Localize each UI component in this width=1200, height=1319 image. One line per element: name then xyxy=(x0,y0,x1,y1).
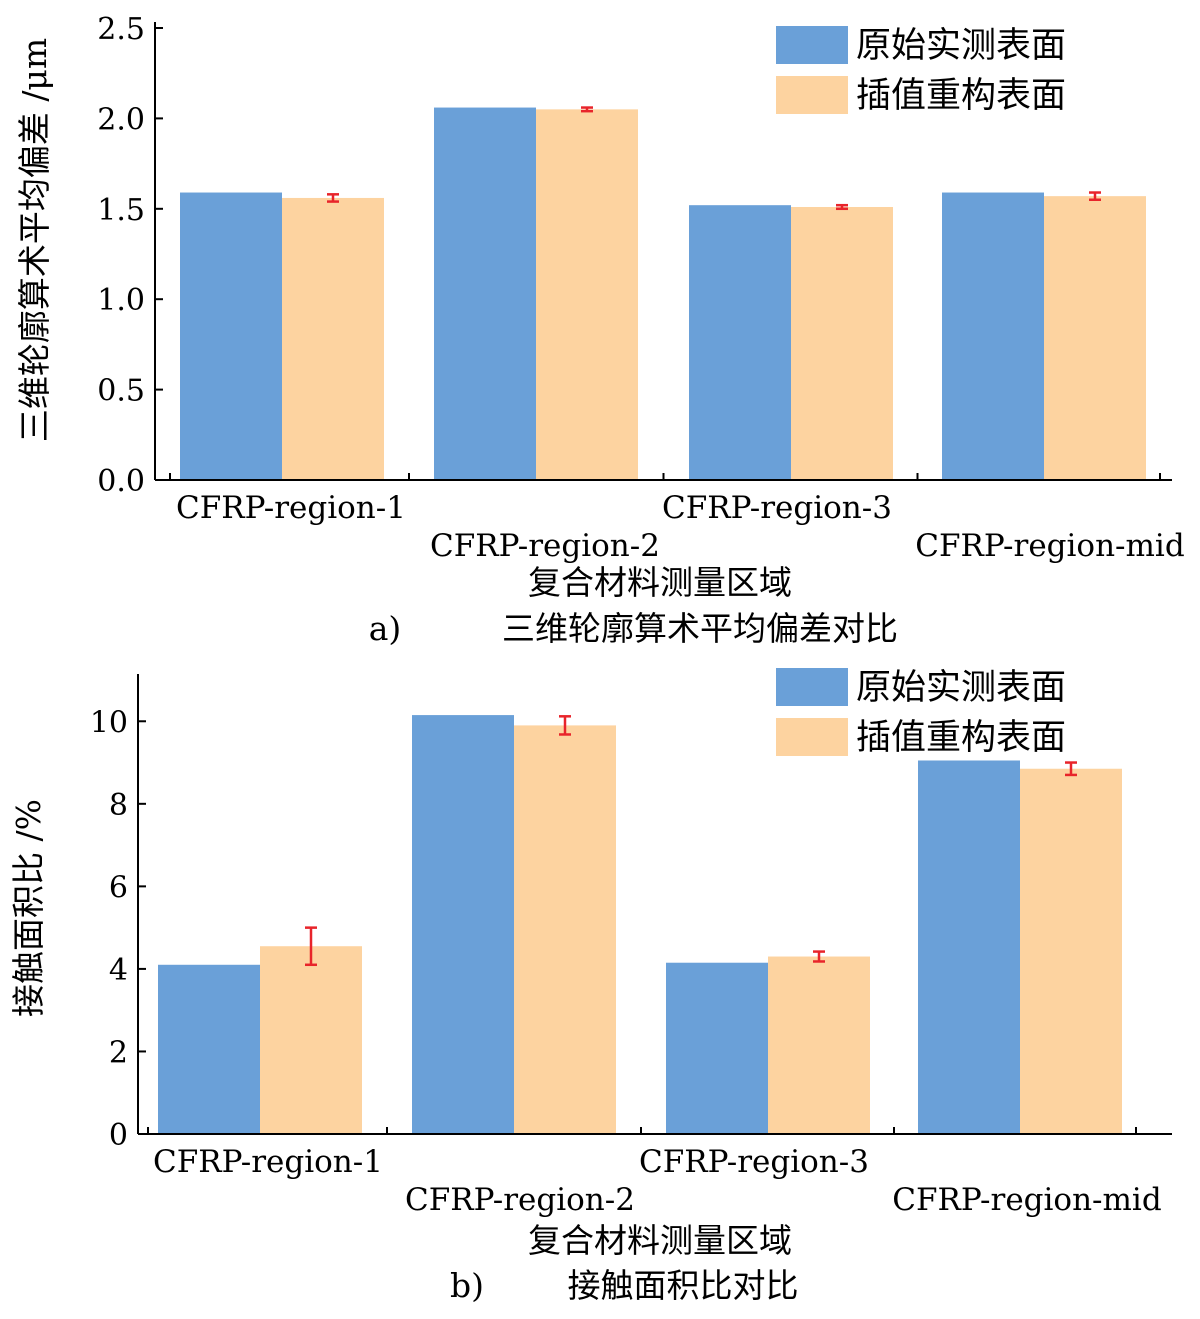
caption-text: 三维轮廓算术平均偏差对比 xyxy=(502,609,898,648)
legend-swatch xyxy=(776,26,848,64)
y-tick-label: 4 xyxy=(109,953,128,988)
caption-label: b) xyxy=(450,1266,484,1305)
bar-reconstructed-2 xyxy=(514,725,616,1134)
bar-original-4 xyxy=(942,192,1044,480)
y-tick-label: 2.0 xyxy=(97,102,145,137)
legend-label: 插值重构表面 xyxy=(856,76,1066,116)
bar-original-3 xyxy=(689,205,791,480)
legend-label: 原始实测表面 xyxy=(856,668,1066,708)
x-tick-label: CFRP-region-3 xyxy=(662,490,892,526)
legend-label: 原始实测表面 xyxy=(856,26,1066,66)
y-tick-label: 8 xyxy=(109,788,128,823)
y-tick-label: 2 xyxy=(109,1035,128,1070)
y-axis-label: 接触面积比 /% xyxy=(9,799,48,1017)
y-tick-label: 10 xyxy=(90,705,128,740)
x-tick-label: CFRP-region-2 xyxy=(405,1182,635,1218)
x-tick-label: CFRP-region-1 xyxy=(153,1144,383,1180)
error-bar-1 xyxy=(305,926,317,967)
x-tick-label: CFRP-region-mid xyxy=(892,1182,1161,1218)
y-tick-label: 0.0 xyxy=(97,464,145,499)
y-tick-label: 6 xyxy=(109,870,128,905)
x-axis-label: 复合材料测量区域 xyxy=(528,1221,792,1260)
bar-reconstructed-4 xyxy=(1044,196,1146,481)
bar-reconstructed-2 xyxy=(536,109,638,481)
caption-label: a) xyxy=(369,609,402,648)
x-tick-label: CFRP-region-mid xyxy=(915,528,1184,564)
legend-swatch xyxy=(776,76,848,114)
bar-original-4 xyxy=(918,760,1020,1134)
legend-swatch xyxy=(776,668,848,706)
x-axis-label: 复合材料测量区域 xyxy=(528,563,792,602)
legend-label: 插值重构表面 xyxy=(856,718,1066,758)
bar-reconstructed-3 xyxy=(768,956,870,1134)
error-bar-2 xyxy=(581,106,593,113)
error-bar-2 xyxy=(559,715,571,736)
y-tick-label: 0 xyxy=(109,1118,128,1153)
error-bar-4 xyxy=(1089,191,1101,202)
bar-reconstructed-1 xyxy=(282,197,384,480)
y-tick-label: 1.5 xyxy=(97,193,145,228)
y-tick-label: 2.5 xyxy=(97,12,145,47)
legend-swatch xyxy=(776,718,848,756)
y-axis-label: 三维轮廓算术平均偏差 /μm xyxy=(15,38,54,442)
bar-original-2 xyxy=(434,107,536,480)
caption-text: 接触面积比对比 xyxy=(568,1266,799,1305)
bar-original-1 xyxy=(180,192,282,480)
y-tick-label: 1.0 xyxy=(97,283,145,318)
error-bar-1 xyxy=(327,193,339,203)
x-tick-label: CFRP-region-2 xyxy=(430,528,660,564)
bar-original-1 xyxy=(158,964,260,1134)
bar-reconstructed-3 xyxy=(791,206,893,480)
error-bar-4 xyxy=(1065,761,1077,777)
bar-original-2 xyxy=(412,715,514,1134)
bar-reconstructed-4 xyxy=(1020,768,1122,1134)
error-bar-3 xyxy=(813,950,825,963)
chart-b: 0246810CFRP-region-1CFRP-region-2CFRP-re… xyxy=(9,668,1172,1305)
chart-a: 0.0 0.5 1.0 1.5 2.0 2.5 CFRP-region-1 CFRP-regi… xyxy=(15,12,1185,648)
bar-reconstructed-1 xyxy=(260,946,362,1134)
bar-original-3 xyxy=(666,962,768,1134)
x-tick-label: CFRP-region-3 xyxy=(639,1144,869,1180)
y-tick-label: 0.5 xyxy=(97,374,145,409)
error-bar-3 xyxy=(836,203,848,211)
x-tick-label: CFRP-region-1 xyxy=(176,490,406,526)
